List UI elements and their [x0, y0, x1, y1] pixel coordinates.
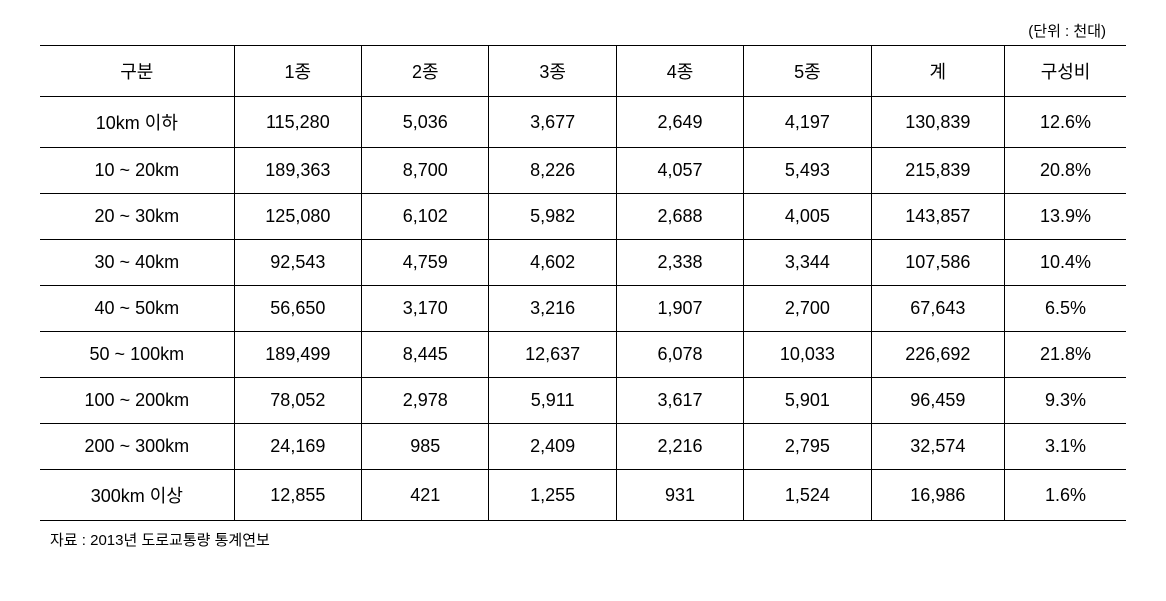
header-type3: 3종 [489, 46, 616, 97]
cell-value: 4,005 [744, 194, 871, 240]
header-type1: 1종 [234, 46, 361, 97]
cell-value: 5,493 [744, 148, 871, 194]
cell-ratio: 12.6% [1005, 97, 1126, 148]
cell-total: 32,574 [871, 424, 1004, 470]
cell-value: 2,338 [616, 240, 743, 286]
header-ratio: 구성비 [1005, 46, 1126, 97]
cell-value: 4,057 [616, 148, 743, 194]
cell-ratio: 1.6% [1005, 470, 1126, 521]
cell-value: 6,078 [616, 332, 743, 378]
cell-category: 10 ~ 20km [40, 148, 234, 194]
unit-label: (단위 : 천대) [40, 20, 1126, 41]
cell-category: 20 ~ 30km [40, 194, 234, 240]
cell-value: 3,677 [489, 97, 616, 148]
cell-value: 2,216 [616, 424, 743, 470]
cell-value: 5,036 [362, 97, 489, 148]
table-row: 300km 이상 12,855 421 1,255 931 1,524 16,9… [40, 470, 1126, 521]
cell-value: 8,226 [489, 148, 616, 194]
cell-value: 5,911 [489, 378, 616, 424]
cell-total: 107,586 [871, 240, 1004, 286]
cell-value: 92,543 [234, 240, 361, 286]
cell-value: 3,216 [489, 286, 616, 332]
cell-value: 12,637 [489, 332, 616, 378]
cell-value: 421 [362, 470, 489, 521]
cell-value: 2,700 [744, 286, 871, 332]
table-body: 10km 이하 115,280 5,036 3,677 2,649 4,197 … [40, 97, 1126, 521]
table-row: 10 ~ 20km 189,363 8,700 8,226 4,057 5,49… [40, 148, 1126, 194]
cell-value: 2,409 [489, 424, 616, 470]
cell-category: 30 ~ 40km [40, 240, 234, 286]
header-total: 계 [871, 46, 1004, 97]
table-row: 10km 이하 115,280 5,036 3,677 2,649 4,197 … [40, 97, 1126, 148]
cell-total: 96,459 [871, 378, 1004, 424]
table-row: 40 ~ 50km 56,650 3,170 3,216 1,907 2,700… [40, 286, 1126, 332]
cell-total: 16,986 [871, 470, 1004, 521]
table-row: 200 ~ 300km 24,169 985 2,409 2,216 2,795… [40, 424, 1126, 470]
cell-value: 4,197 [744, 97, 871, 148]
cell-value: 8,445 [362, 332, 489, 378]
cell-total: 226,692 [871, 332, 1004, 378]
cell-value: 78,052 [234, 378, 361, 424]
cell-ratio: 6.5% [1005, 286, 1126, 332]
table-header-row: 구분 1종 2종 3종 4종 5종 계 구성비 [40, 46, 1126, 97]
cell-total: 130,839 [871, 97, 1004, 148]
cell-value: 931 [616, 470, 743, 521]
table-row: 30 ~ 40km 92,543 4,759 4,602 2,338 3,344… [40, 240, 1126, 286]
cell-value: 2,688 [616, 194, 743, 240]
cell-category: 10km 이하 [40, 97, 234, 148]
data-table: 구분 1종 2종 3종 4종 5종 계 구성비 10km 이하 115,280 … [40, 45, 1126, 521]
cell-value: 2,978 [362, 378, 489, 424]
header-category: 구분 [40, 46, 234, 97]
cell-category: 200 ~ 300km [40, 424, 234, 470]
table-row: 20 ~ 30km 125,080 6,102 5,982 2,688 4,00… [40, 194, 1126, 240]
cell-ratio: 20.8% [1005, 148, 1126, 194]
cell-value: 3,170 [362, 286, 489, 332]
cell-category: 300km 이상 [40, 470, 234, 521]
cell-category: 100 ~ 200km [40, 378, 234, 424]
cell-value: 10,033 [744, 332, 871, 378]
table-row: 50 ~ 100km 189,499 8,445 12,637 6,078 10… [40, 332, 1126, 378]
table-row: 100 ~ 200km 78,052 2,978 5,911 3,617 5,9… [40, 378, 1126, 424]
cell-value: 56,650 [234, 286, 361, 332]
cell-value: 5,901 [744, 378, 871, 424]
cell-value: 6,102 [362, 194, 489, 240]
cell-category: 50 ~ 100km [40, 332, 234, 378]
cell-value: 12,855 [234, 470, 361, 521]
cell-total: 143,857 [871, 194, 1004, 240]
source-label: 자료 : 2013년 도로교통량 통계연보 [40, 529, 1126, 550]
header-type5: 5종 [744, 46, 871, 97]
cell-value: 1,524 [744, 470, 871, 521]
cell-value: 3,344 [744, 240, 871, 286]
cell-value: 189,499 [234, 332, 361, 378]
cell-value: 2,649 [616, 97, 743, 148]
cell-ratio: 21.8% [1005, 332, 1126, 378]
header-type2: 2종 [362, 46, 489, 97]
cell-value: 125,080 [234, 194, 361, 240]
cell-value: 4,602 [489, 240, 616, 286]
cell-value: 24,169 [234, 424, 361, 470]
cell-ratio: 3.1% [1005, 424, 1126, 470]
cell-value: 3,617 [616, 378, 743, 424]
cell-value: 2,795 [744, 424, 871, 470]
cell-value: 115,280 [234, 97, 361, 148]
cell-ratio: 10.4% [1005, 240, 1126, 286]
cell-total: 67,643 [871, 286, 1004, 332]
header-type4: 4종 [616, 46, 743, 97]
cell-value: 8,700 [362, 148, 489, 194]
cell-ratio: 13.9% [1005, 194, 1126, 240]
cell-ratio: 9.3% [1005, 378, 1126, 424]
cell-total: 215,839 [871, 148, 1004, 194]
cell-value: 985 [362, 424, 489, 470]
cell-value: 1,255 [489, 470, 616, 521]
cell-value: 5,982 [489, 194, 616, 240]
cell-value: 1,907 [616, 286, 743, 332]
cell-value: 189,363 [234, 148, 361, 194]
cell-value: 4,759 [362, 240, 489, 286]
cell-category: 40 ~ 50km [40, 286, 234, 332]
